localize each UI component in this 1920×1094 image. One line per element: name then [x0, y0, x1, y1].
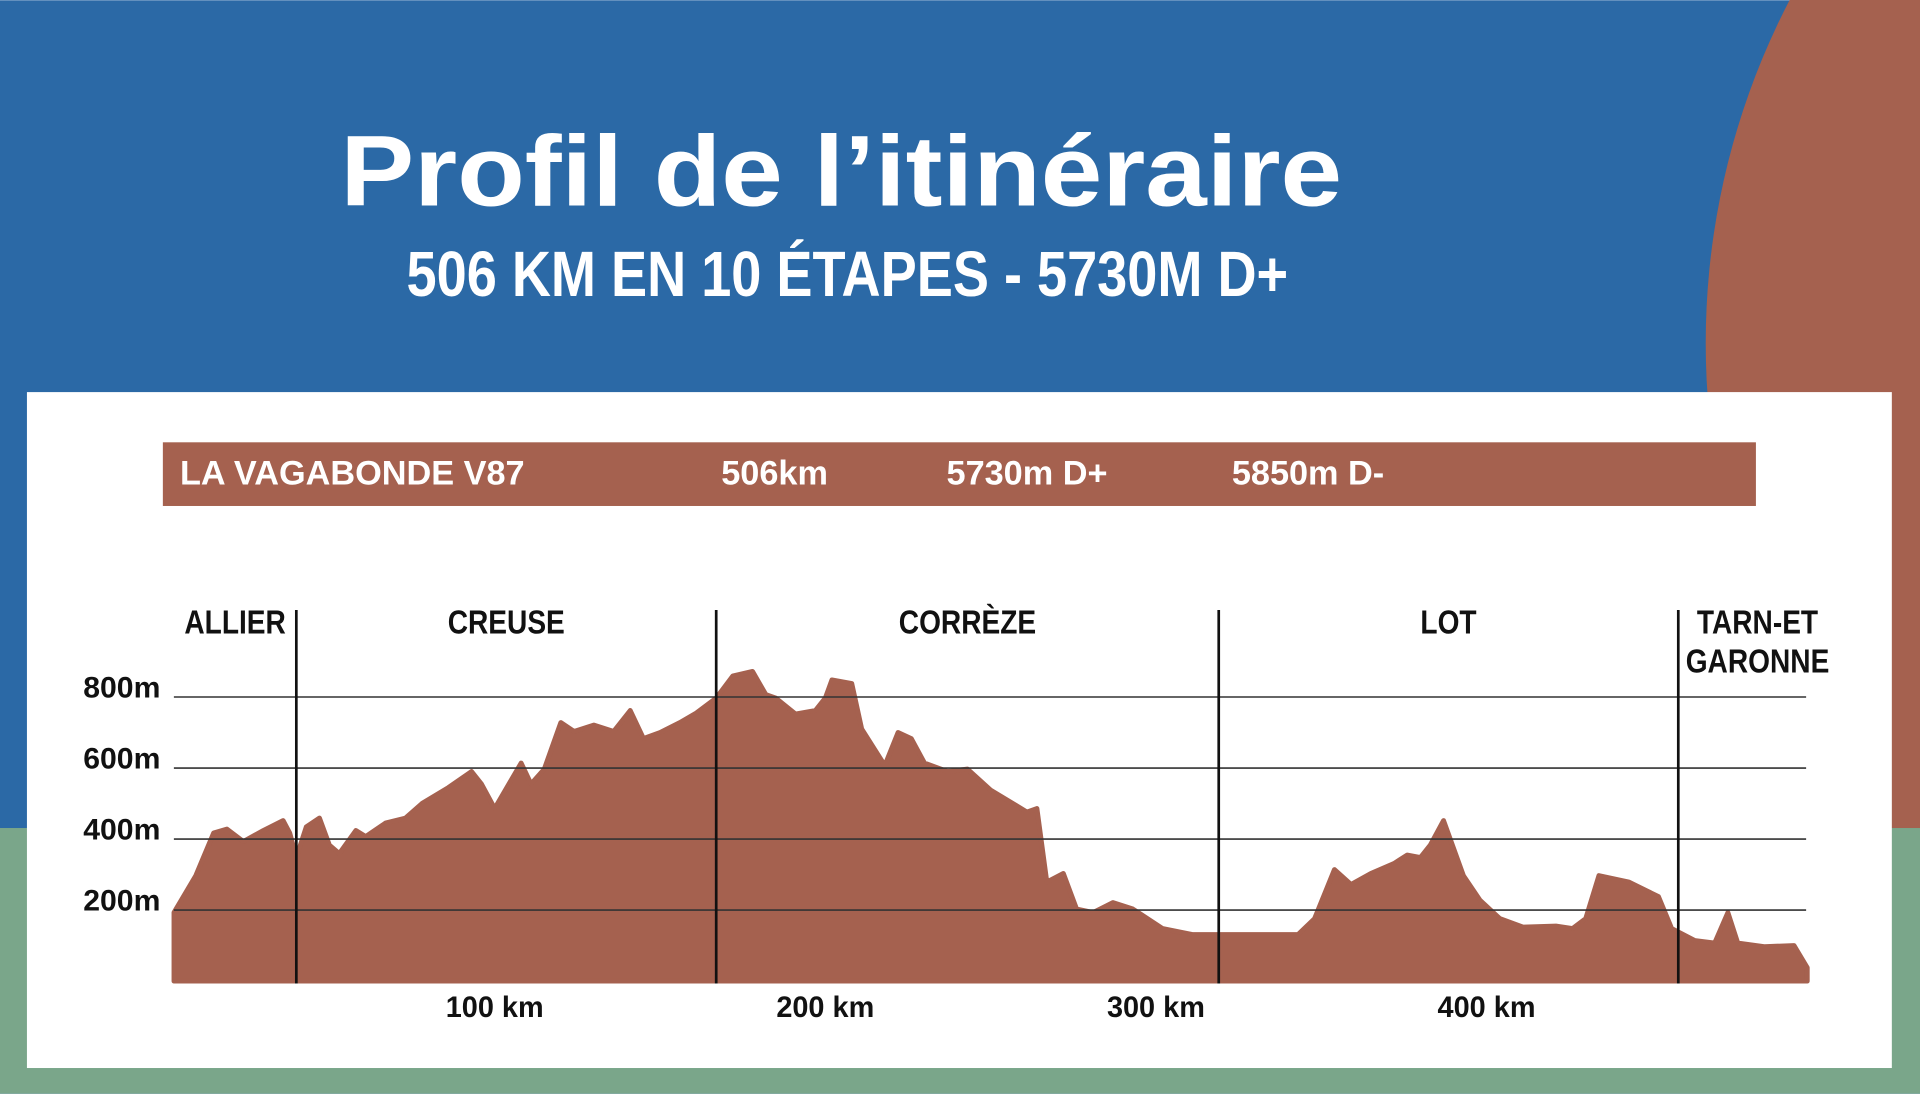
- y-tick-label: 800m: [83, 671, 160, 704]
- banner-item: LA VAGABONDE V87: [180, 454, 525, 492]
- elevation-area: [171, 668, 1810, 984]
- region-label: ALLIER: [184, 603, 285, 641]
- region-label: CORRÈZE: [899, 603, 1036, 641]
- x-tick-label: 400 km: [1438, 991, 1536, 1024]
- region-label: TARN-ET: [1697, 603, 1818, 641]
- y-tick-label: 600m: [83, 742, 160, 775]
- title: Profil de l’itinéraire: [340, 116, 1342, 228]
- x-tick-label: 300 km: [1107, 991, 1205, 1024]
- banner-item: 5850m D-: [1232, 454, 1384, 492]
- banner-item: 5730m D+: [947, 454, 1108, 492]
- banner-item: 506km: [721, 454, 828, 492]
- banner: [162, 442, 1756, 506]
- y-tick-label: 400m: [83, 813, 160, 846]
- region-label: LOT: [1420, 603, 1476, 641]
- x-tick-label: 200 km: [776, 991, 874, 1024]
- subtitle: 506 KM EN 10 ÉTAPES - 5730M D+: [407, 239, 1289, 310]
- x-tick-label: 100 km: [446, 991, 544, 1024]
- y-tick-label: 200m: [83, 884, 160, 917]
- region-label: GARONNE: [1686, 643, 1830, 681]
- region-label: CREUSE: [448, 603, 565, 641]
